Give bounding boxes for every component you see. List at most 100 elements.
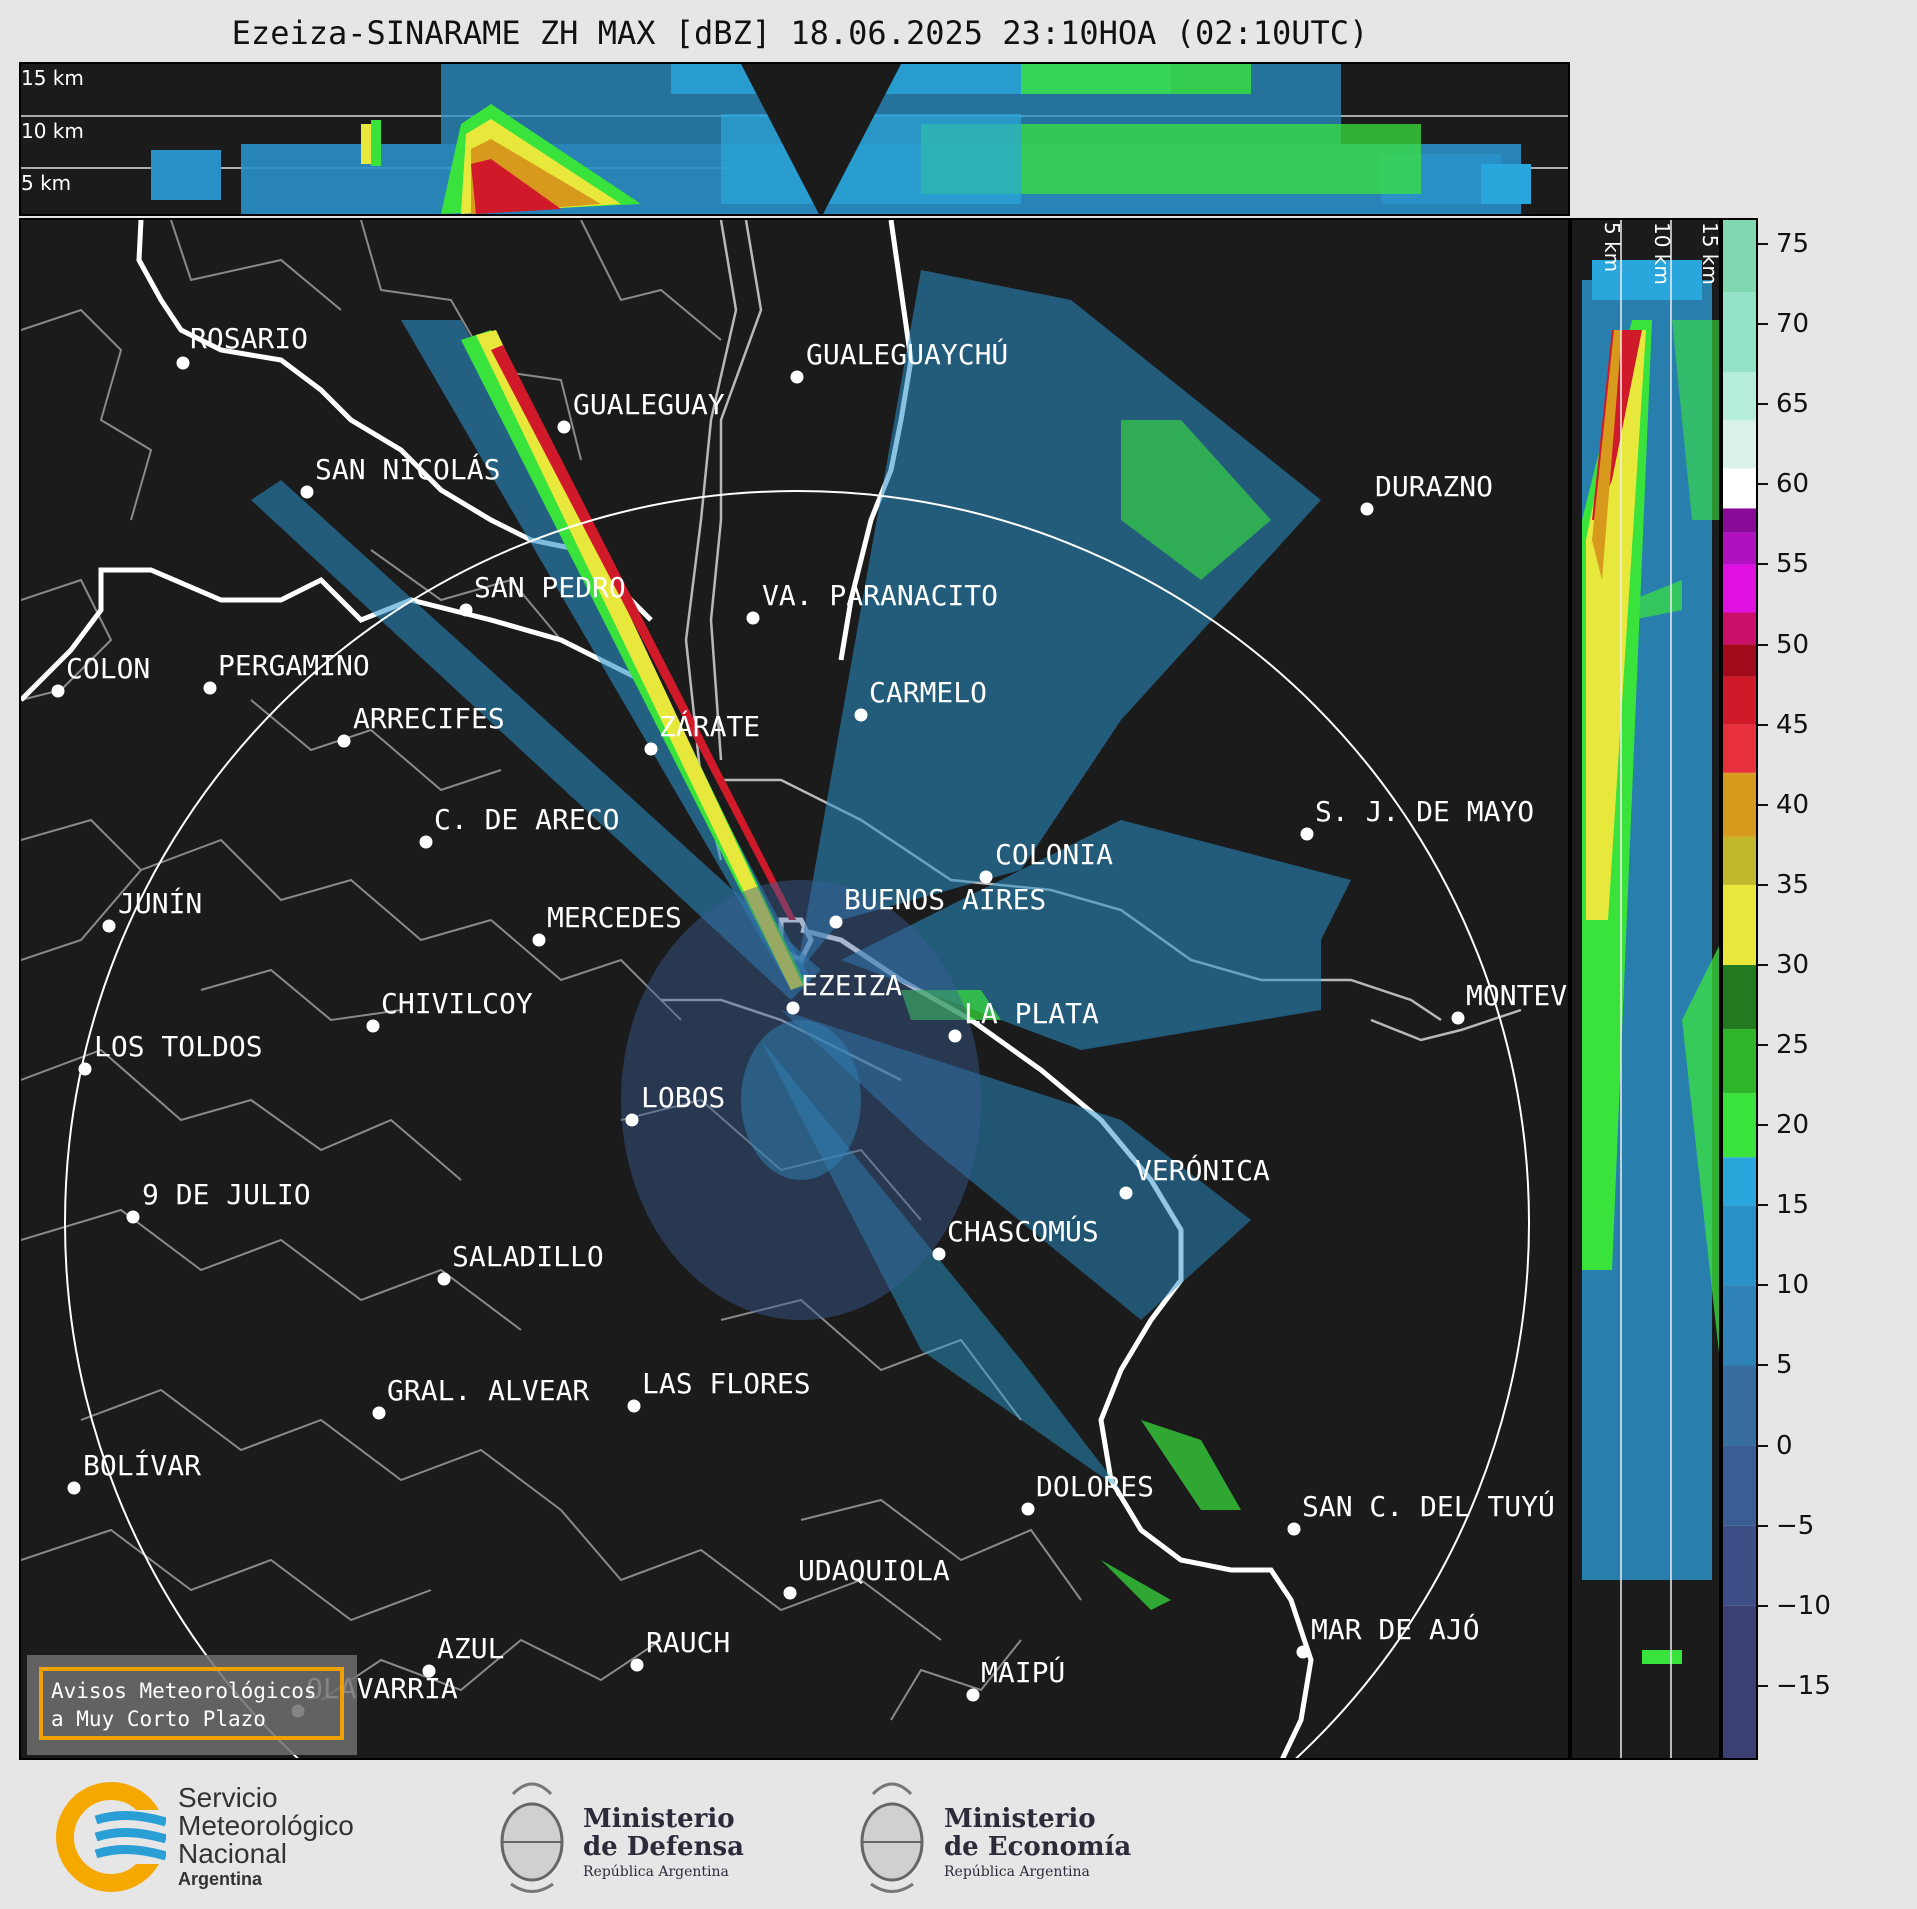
colorbar-tick-label: 60 <box>1776 469 1810 500</box>
city-label-chivilcoy: CHIVILCOY <box>381 987 533 1020</box>
colorbar-tick-label: 55 <box>1776 549 1810 580</box>
city-dot-veronica <box>1119 1186 1133 1200</box>
city-dot-mercedes <box>532 933 546 947</box>
side-km-label-5: 5 km <box>1600 222 1624 273</box>
colorbar-band <box>1723 724 1756 773</box>
city-dot-san-c-del-tuyu <box>1287 1522 1301 1536</box>
colorbar-band <box>1723 508 1756 533</box>
city-label-veronica: VERÓNICA <box>1135 1154 1270 1187</box>
city-label-carmelo: CARMELO <box>869 676 988 709</box>
economia-line-1: Ministerio <box>944 1804 1096 1834</box>
city-label-zarate: ZÁRATE <box>659 710 761 743</box>
colorbar-band <box>1723 676 1756 725</box>
city-dot-las-flores <box>627 1399 641 1413</box>
colorbar-tick-label: −15 <box>1776 1670 1831 1701</box>
colorbar-band <box>1723 772 1756 837</box>
city-dot-chascomus <box>932 1247 946 1261</box>
coat-of-arms-economia-icon <box>860 1782 924 1893</box>
city-dot-montevideo <box>1451 1011 1465 1025</box>
city-dot-9-de-julio <box>126 1210 140 1224</box>
defensa-line-2: de Defensa <box>583 1832 744 1862</box>
coat-of-arms-defensa-icon <box>500 1782 564 1893</box>
city-label-c-de-areco: C. DE ARECO <box>434 803 620 836</box>
colorbar-band <box>1723 468 1756 509</box>
city-label-mercedes: MERCEDES <box>547 901 682 934</box>
colorbar-tick-mark <box>1758 563 1768 566</box>
city-label-maipu: MAIPÚ <box>981 1656 1066 1689</box>
avisos-box: Avisos Meteorológicos a Muy Corto Plazo <box>39 1667 344 1740</box>
city-label-la-plata: LA PLATA <box>964 997 1099 1030</box>
avisos-line-2: a Muy Corto Plazo <box>51 1707 266 1731</box>
city-label-lobos: LOBOS <box>641 1081 726 1114</box>
colorbar-tick-mark <box>1758 1284 1768 1287</box>
city-dot-pergamino <box>203 681 217 695</box>
colorbar-tick-mark <box>1758 1524 1768 1527</box>
top-km-label-10: 10 km <box>21 119 84 143</box>
city-label-mar-de-ajo: MAR DE AJÓ <box>1311 1613 1480 1646</box>
city-dot-lobos <box>625 1113 639 1127</box>
colorbar-band <box>1723 292 1756 373</box>
smn-line-4: Argentina <box>178 1869 263 1889</box>
city-label-junin: JUNÍN <box>118 887 203 920</box>
colorbar-tick-label: 10 <box>1776 1270 1810 1301</box>
city-label-san-c-del-tuyu: SAN C. DEL TUYÚ <box>1302 1490 1555 1523</box>
colorbar-tick-mark <box>1758 1044 1768 1047</box>
colorbar-tick-label: −10 <box>1776 1590 1831 1621</box>
city-label-colonia: COLONIA <box>995 838 1114 871</box>
defensa-line-1: Ministerio <box>583 1804 735 1834</box>
colorbar-band <box>1723 964 1756 1030</box>
city-dot-dolores <box>1021 1502 1035 1516</box>
side-km-label-10: 10 km <box>1650 222 1674 285</box>
colorbar-tick-label: 65 <box>1776 389 1810 420</box>
colorbar-tick-mark <box>1758 1204 1768 1207</box>
defensa-line-3: República Argentina <box>583 1864 729 1880</box>
colorbar-tick-label: 15 <box>1776 1190 1810 1221</box>
colorbar-band <box>1723 1365 1756 1446</box>
city-dot-colonia <box>979 870 993 884</box>
colorbar-tick-label: 0 <box>1776 1430 1793 1461</box>
colorbar-tick-label: 70 <box>1776 309 1810 340</box>
colorbar-band <box>1723 644 1756 677</box>
city-label-chascomus: CHASCOMÚS <box>947 1215 1099 1248</box>
smn-logo-icon <box>56 1782 166 1892</box>
city-label-san-pedro: SAN PEDRO <box>474 571 626 604</box>
colorbar-tick-mark <box>1758 963 1768 966</box>
city-label-buenos-aires: BUENOS AIRES <box>844 883 1047 916</box>
colorbar-band <box>1723 1029 1756 1094</box>
range-ring <box>64 490 1530 1758</box>
colorbar-tick-label: −5 <box>1776 1510 1815 1541</box>
city-dot-gualeguay <box>557 420 571 434</box>
city-dot-gral-alvear <box>372 1406 386 1420</box>
district-borders <box>21 220 1082 1721</box>
city-label-azul: AZUL <box>437 1632 505 1665</box>
avisos-line-1: Avisos Meteorológicos <box>51 1679 317 1703</box>
radar-map-svg <box>21 220 1530 1758</box>
colorbar-band <box>1723 1205 1756 1286</box>
city-dot-udaquiola <box>783 1586 797 1600</box>
city-dot-s-j-de-mayo <box>1300 827 1314 841</box>
city-dot-los-toldos <box>78 1062 92 1076</box>
city-label-montevideo: MONTEV <box>1466 979 1568 1012</box>
map-title: Ezeiza-SINARAME ZH MAX [dBZ] 18.06.2025 … <box>231 14 1369 52</box>
city-dot-ezeiza <box>786 1001 800 1015</box>
colorbar-band <box>1723 420 1756 469</box>
colorbar-band <box>1723 1605 1756 1758</box>
colorbar-band <box>1723 1157 1756 1206</box>
colorbar-tick-label: 35 <box>1776 869 1810 900</box>
dbz-colorbar <box>1721 218 1758 1760</box>
city-dot-san-nicolas <box>300 485 314 499</box>
side-km-label-15: 15 km <box>1698 222 1721 285</box>
city-dot-san-pedro <box>459 603 473 617</box>
colorbar-tick-mark <box>1758 483 1768 486</box>
smn-line-3: Nacional <box>178 1838 287 1869</box>
colorbar-tick-label: 75 <box>1776 229 1810 260</box>
colorbar-band <box>1723 884 1756 965</box>
colorbar-tick-mark <box>1758 323 1768 326</box>
colorbar-tick-mark <box>1758 723 1768 726</box>
city-label-pergamino: PERGAMINO <box>218 649 370 682</box>
side-cross-section-echoes <box>1582 220 1719 1758</box>
smn-line-1: Servicio <box>178 1782 278 1813</box>
colorbar-tick-mark <box>1758 883 1768 886</box>
city-label-las-flores: LAS FLORES <box>642 1367 811 1400</box>
city-label-durazno: DURAZNO <box>1375 470 1494 503</box>
